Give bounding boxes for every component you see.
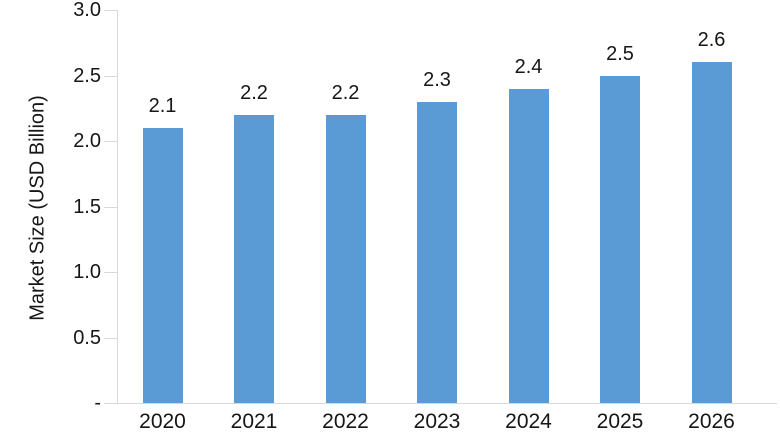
y-tick-label: 2.5 [73, 64, 101, 87]
y-tick-label: 0.5 [73, 326, 101, 349]
y-axis-line [117, 10, 118, 403]
x-axis-line [117, 403, 777, 404]
y-tick-label: - [94, 392, 101, 414]
y-tick-label: 3.0 [73, 0, 101, 21]
y-tick-mark [104, 403, 117, 404]
x-tick-label: 2022 [322, 410, 369, 433]
y-tick-mark [104, 337, 117, 339]
bar-value-label: 2.3 [423, 68, 451, 91]
y-tick-label: 2.0 [73, 130, 101, 152]
bar-value-label: 2.2 [331, 81, 360, 104]
y-tick-mark [104, 272, 117, 273]
y-tick-label: 1.5 [73, 195, 101, 218]
y-tick-label: 1.0 [73, 261, 101, 283]
y-tick-mark [104, 141, 117, 142]
bar-value-label: 2.2 [240, 81, 268, 104]
bar [600, 75, 640, 403]
bar [325, 114, 366, 403]
bar-value-label: 2.1 [148, 94, 177, 117]
bar-value-label: 2.5 [606, 42, 634, 65]
bar [142, 127, 183, 403]
bar [691, 62, 732, 403]
x-tick-label: 2021 [230, 410, 278, 433]
y-tick-mark [104, 10, 117, 11]
bar-value-label: 2.6 [697, 29, 726, 52]
y-tick-mark [104, 206, 117, 208]
bar [508, 88, 549, 403]
x-tick-label: 2024 [505, 410, 552, 433]
bar [417, 101, 457, 403]
x-tick-label: 2020 [139, 410, 186, 433]
bar-value-label: 2.4 [514, 55, 543, 78]
bar [234, 114, 274, 403]
y-tick-mark [104, 75, 117, 77]
x-tick-label: 2025 [596, 410, 644, 433]
x-tick-label: 2026 [688, 410, 735, 433]
x-tick-label: 2023 [413, 410, 461, 433]
